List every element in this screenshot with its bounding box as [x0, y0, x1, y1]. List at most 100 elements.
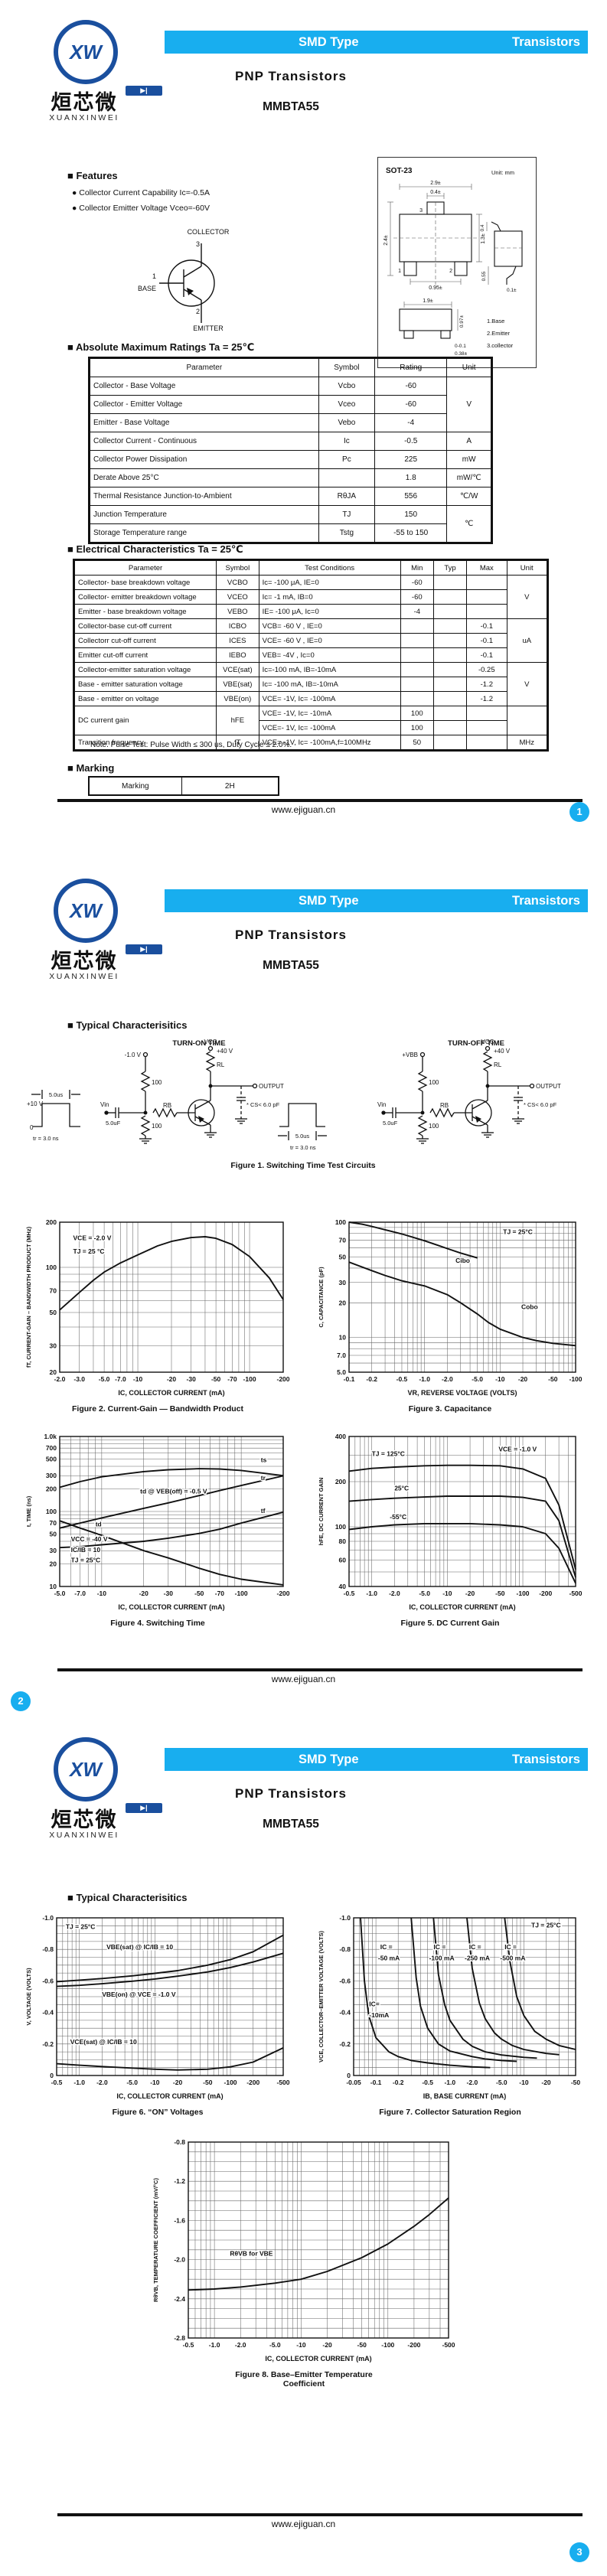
- x-axis-label: VR, REVERSE VOLTAGE (VOLTS): [407, 1389, 517, 1397]
- y-tick-label: 50: [50, 1309, 57, 1316]
- y-axis-label: RθVB, TEMPERATURE COEFFICIENT (mV/°C): [152, 2178, 159, 2302]
- table-cell: -60: [374, 377, 448, 396]
- annotation: TJ = 25°C: [531, 1921, 561, 1929]
- table-cell: [400, 633, 434, 648]
- x-tick-label: -5.0: [99, 1375, 110, 1383]
- table-cell: [432, 691, 468, 706]
- annotation: VCC = -40 V: [71, 1535, 108, 1543]
- footer-rule: [57, 2513, 583, 2516]
- turn-on-bias: -1.0 V: [125, 1052, 142, 1058]
- switching-circuits: +10 V 0 5.0us tr = 3.0 ns TURN-ON TIME -…: [27, 1039, 561, 1151]
- pin-legend-emitter: 2.Emitter: [487, 330, 511, 337]
- y-tick-label: 70: [50, 1519, 57, 1527]
- y-tick-label: 300: [46, 1472, 57, 1479]
- figure1-circuits: +10 V 0 5.0us tr = 3.0 ns TURN-ON TIME -…: [27, 1036, 579, 1170]
- table-cell: -60: [374, 395, 448, 414]
- fig8-plot: -0.5 -1.0 -2.0 -5.0 -10 -20 -50 -100 -200 -500 -0.…: [152, 2138, 455, 2362]
- curve-ts: [59, 1468, 284, 1489]
- page-1: XW ▶| 烜芯微 XUANXINWEI SMD Type Transistor…: [0, 0, 607, 859]
- table-cell: [432, 575, 468, 590]
- x-tick-label: -5.0: [496, 2079, 507, 2086]
- package-outline: SOT-23 Unit: mm 2.9± 0.4± 2.4± 1.3± 0: [383, 167, 523, 357]
- transistor-symbol: COLLECTOR 3 1 BASE 2 EMITTER: [138, 228, 230, 332]
- symbol-base-label: BASE: [138, 285, 156, 292]
- footer-url: www.ejiguan.cn: [271, 1674, 336, 1684]
- x-tick-label: -100: [224, 2079, 237, 2086]
- x-tick-label: -500: [569, 1590, 582, 1597]
- table-cell: Ic= -100 mA, IB=-10mA: [258, 677, 401, 692]
- footer-rule: [57, 799, 583, 802]
- annotation: TJ = 125°C: [372, 1449, 405, 1457]
- table-cell: [466, 720, 507, 735]
- pin-legend-collector: 3.collector: [487, 342, 514, 349]
- dim-front-lead: 0.38±: [455, 351, 468, 357]
- page-number-badge: 1: [569, 802, 589, 822]
- doc-title: PNP Transistors: [234, 928, 348, 942]
- x-tick-label: -0.5: [344, 1590, 355, 1597]
- table-cell: [432, 647, 468, 663]
- brand-name-cn: 烜芯微: [51, 91, 118, 114]
- footer-rule: [57, 1668, 583, 1671]
- table-cell: hFE: [216, 706, 259, 735]
- y-tick-label: 60: [339, 1556, 347, 1564]
- x-tick-label: -0.5: [422, 2079, 433, 2086]
- table-cell: Base - emitter on voltage: [73, 691, 217, 706]
- x-tick-label: -100: [569, 1375, 582, 1383]
- x-tick-label: -500: [442, 2341, 455, 2349]
- x-tick-label: -20: [173, 2079, 183, 2086]
- table-cell: 100: [400, 706, 434, 721]
- table-cell: IE= -100 μA, Ic=0: [258, 604, 401, 619]
- table-cell: Collector Power Dissipation: [90, 450, 319, 469]
- dim-lead-top: 0.4: [480, 224, 485, 231]
- table-cell: A: [446, 432, 491, 451]
- doc-title: PNP Transistors: [234, 1786, 348, 1801]
- x-tick-label: -200: [276, 1375, 289, 1383]
- elec-char-heading: ■ Electrical Characteristics Ta = 25℃: [67, 543, 243, 555]
- annotation: VCE(sat) @ IC/IB = 10: [70, 2038, 137, 2046]
- rb-label: RB: [163, 1102, 171, 1109]
- x-tick-label: -100: [243, 1375, 256, 1383]
- fig3-plot: -0.1 -0.2 -0.5 -1.0 -2.0 -5.0 -10 -20 -50 -100 5.0…: [318, 1218, 583, 1397]
- y-tick-label: 200: [335, 1478, 346, 1485]
- table-cell: -0.25: [466, 662, 507, 677]
- x-axis-label: IC, COLLECTOR CURRENT (mA): [118, 1389, 224, 1397]
- curve-IC=-50mA: [410, 1917, 517, 2062]
- x-tick-label: -0.5: [51, 2079, 63, 2086]
- table-cell: DC current gain: [73, 706, 217, 735]
- x-tick-label: -2.0: [96, 2079, 108, 2086]
- pulse-test-note: Note. Pulse Test: Pulse Width ≤ 300 us, …: [90, 741, 292, 749]
- x-tick-label: -5.0: [54, 1590, 66, 1597]
- annotation: TJ = 25°C: [503, 1228, 533, 1236]
- x-tick-label: -10: [495, 1375, 505, 1383]
- curve-tr: [59, 1475, 284, 1529]
- pin1-label: 1: [398, 269, 401, 274]
- x-tick-label: -20: [541, 2079, 551, 2086]
- x-tick-label: -0.5: [397, 1375, 408, 1383]
- y-tick-label: 100: [46, 1508, 57, 1515]
- figure2-chart: -2.0 -3.0 -5.0 -7.0 -10 -20 -30 -50 -70 -100 -200 2…: [23, 1215, 292, 1402]
- abs-max-table: Parameter Symbol Rating Unit Collector - Bas…: [88, 357, 493, 544]
- table-cell: -60: [400, 575, 434, 590]
- y-axis-label: VCE, COLLECTOR–EMITTER VOLTAGE (VOLTS): [318, 1931, 325, 2062]
- y-tick-label: 200: [46, 1485, 57, 1492]
- x-tick-label: -1.0: [419, 1375, 430, 1383]
- footer-url: www.ejiguan.cn: [271, 804, 336, 815]
- y-tick-label: -0.8: [339, 1945, 351, 1953]
- table-cell: -1.2: [466, 691, 507, 706]
- y-axis-label: hFE, DC CURRENT GAIN: [318, 1478, 325, 1546]
- brand-name-cn: 烜芯微: [51, 1808, 118, 1831]
- page-3: XW ▶| 烜芯微 XUANXINWEI SMD Type Transistor…: [0, 1717, 607, 2576]
- y-axis-label: t, TIME (ns): [25, 1495, 32, 1527]
- figure6-caption: Figure 6. “ON” Voltages: [112, 2108, 204, 2117]
- table-cell: VCE(sat): [216, 662, 259, 677]
- table-cell: -0.5: [374, 432, 448, 451]
- table-cell: Collectorr cut-off current: [73, 633, 217, 648]
- output-label: OUTPUT: [259, 1083, 284, 1090]
- curve-IC=-500mA: [504, 1917, 576, 2050]
- y-tick-label: -1.6: [174, 2216, 185, 2224]
- annotation: RθVB for VBE: [230, 2249, 272, 2257]
- y-tick-label: 70: [50, 1286, 57, 1294]
- vcc-value: +40 V: [494, 1048, 511, 1055]
- part-number: MMBTA55: [263, 1818, 319, 1831]
- figure6-chart: -0.5 -1.0 -2.0 -5.0 -10 -20 -50 -100 -200 -500 0 -0…: [23, 1910, 292, 2105]
